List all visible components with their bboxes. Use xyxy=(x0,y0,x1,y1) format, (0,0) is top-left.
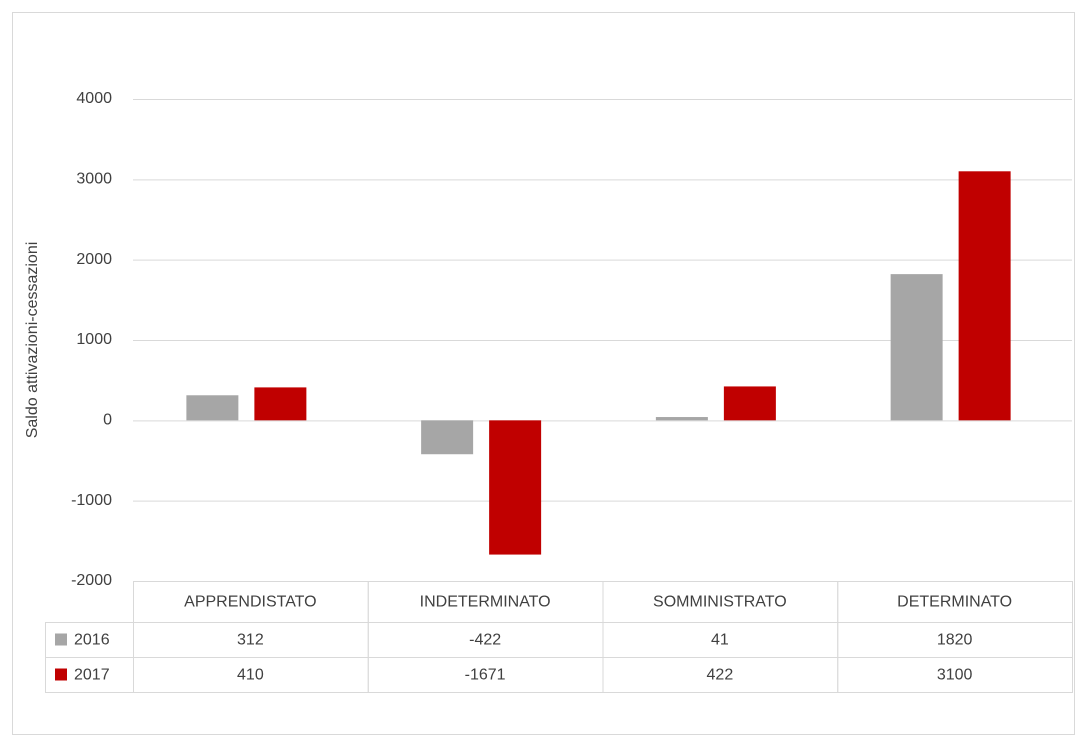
y-tick-label: 3000 xyxy=(76,171,112,188)
y-tick-label: 2000 xyxy=(76,251,112,268)
table-value: -422 xyxy=(469,632,501,649)
legend-label: 2016 xyxy=(74,632,110,649)
x-tick-label: DETERMINATO xyxy=(897,594,1012,611)
bar xyxy=(254,387,307,421)
table-value: 312 xyxy=(237,632,264,649)
y-tick-label: 1000 xyxy=(76,331,112,348)
bar xyxy=(655,417,708,421)
bar xyxy=(958,171,1011,421)
bar xyxy=(890,274,943,421)
table-value: 410 xyxy=(237,667,264,684)
table-value: -1671 xyxy=(465,667,506,684)
table-cell xyxy=(45,657,134,693)
bar xyxy=(186,395,239,421)
x-tick-label: SOMMINISTRATO xyxy=(653,594,787,611)
legend-label: 2017 xyxy=(74,667,110,684)
y-tick-label: 4000 xyxy=(76,90,112,107)
legend-key xyxy=(55,633,67,646)
table-value: 422 xyxy=(707,667,734,684)
x-tick-label: APPRENDISTATO xyxy=(184,594,316,611)
bar xyxy=(421,420,474,455)
y-axis-label: Saldo attivazioni-cessazioni xyxy=(24,242,41,439)
table-value: 1820 xyxy=(937,632,973,649)
x-tick-label: INDETERMINATO xyxy=(420,594,551,611)
y-tick-label: -1000 xyxy=(71,492,112,509)
table-value: 3100 xyxy=(937,667,973,684)
legend-key xyxy=(55,668,67,681)
y-tick-label: -2000 xyxy=(71,572,112,589)
bar xyxy=(489,420,542,555)
y-tick-label: 0 xyxy=(103,412,112,429)
table-cell xyxy=(837,657,1073,693)
table-value: 41 xyxy=(711,632,729,649)
bar xyxy=(723,386,776,421)
